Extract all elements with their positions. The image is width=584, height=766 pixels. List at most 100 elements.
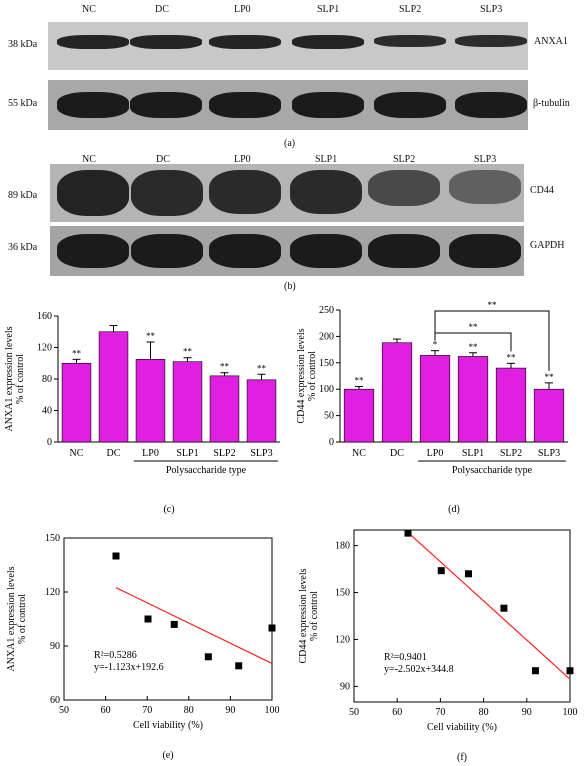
y-axis-label: % of control — [309, 591, 320, 641]
x-tick-label: 100 — [265, 705, 280, 716]
blot-b-protein-gapdh: GAPDH — [530, 240, 565, 251]
blot-b-lane-label: DC — [156, 154, 170, 165]
x-tick-label: DC — [107, 448, 121, 459]
x-tick-label: 90 — [225, 705, 235, 716]
bar — [246, 379, 277, 443]
blot-a-lane-label: NC — [82, 4, 96, 15]
x-tick-label: SLP1 — [462, 448, 484, 459]
x-axis-label: Cell viability (%) — [133, 720, 203, 731]
y-axis-label: % of control — [17, 594, 28, 644]
significance-mark: * — [433, 340, 438, 350]
blot-a-band — [455, 92, 527, 118]
blot-b-strip-cd44 — [50, 164, 524, 222]
y-tick-label: 100 — [319, 384, 334, 395]
bar — [419, 355, 451, 443]
x-tick-label: 60 — [392, 707, 402, 718]
blot-b-band — [449, 170, 521, 204]
y-axis-label: % of control — [307, 351, 318, 401]
blot-b-marker-cd44: 89 kDa — [8, 190, 38, 201]
y-tick-label: 160 — [37, 311, 52, 322]
blot-b-band — [209, 170, 281, 214]
x-tick-label: SLP2 — [213, 448, 235, 459]
data-point — [170, 620, 178, 628]
y-axis-label: CD44 expression levels — [298, 568, 309, 663]
y-tick-label: 150 — [335, 588, 350, 599]
blot-a-band — [292, 92, 364, 118]
significance-mark: ** — [469, 342, 479, 352]
data-point — [204, 653, 212, 661]
y-axis-label: ANXA1 expression levels — [6, 566, 17, 671]
fit-line — [407, 532, 571, 680]
x-tick-label: NC — [352, 448, 366, 459]
blot-a-band — [57, 92, 129, 118]
caption-a: (a) — [284, 138, 296, 149]
data-point — [566, 667, 574, 675]
bar — [61, 362, 92, 443]
blot-b-lane-label: SLP2 — [393, 154, 416, 165]
y-tick-label: 40 — [42, 406, 52, 417]
y-tick-label: 180 — [335, 541, 350, 552]
blot-a-band — [455, 35, 527, 47]
y-tick-label: 90 — [340, 681, 350, 692]
x-tick-label: LP0 — [427, 448, 444, 459]
data-point — [437, 567, 445, 575]
data-point — [268, 624, 276, 632]
fit-annotation: y=-2.502x+344.8 — [384, 664, 454, 675]
bar — [381, 342, 413, 443]
blot-a-protein-anxa1: ANXA1 — [534, 36, 568, 47]
x-tick-label: 50 — [59, 705, 69, 716]
significance-mark: ** — [545, 372, 555, 382]
panel-caption: (c) — [163, 504, 174, 515]
blot-b-marker-gapdh: 36 kDa — [8, 242, 38, 253]
x-tick-label: 90 — [522, 707, 532, 718]
data-point — [464, 570, 472, 578]
y-axis-label: CD44 expression levels — [296, 328, 307, 423]
group-label: Polysaccharide type — [452, 465, 533, 476]
data-point — [144, 615, 152, 623]
significance-mark: ** — [146, 331, 156, 341]
bar — [209, 375, 240, 443]
x-tick-label: 80 — [479, 707, 489, 718]
data-point — [112, 552, 120, 560]
data-point — [531, 667, 539, 675]
bar — [457, 356, 489, 443]
y-tick-label: 80 — [42, 374, 52, 385]
blot-b-band — [290, 234, 362, 268]
x-tick-label: DC — [390, 448, 404, 459]
y-tick-label: 0 — [47, 437, 52, 448]
bracket-label: ** — [469, 322, 479, 332]
panel-caption: (e) — [162, 750, 173, 761]
chart-d: 0 50 100 150 200 250 CD44 expression levels% o… — [296, 300, 568, 515]
blot-a-lane-label: SLP2 — [399, 4, 422, 15]
y-axis-label: ANXA1 expression levels — [4, 326, 15, 431]
blot-a-lane-label: DC — [155, 4, 169, 15]
blot-a-band — [57, 35, 129, 49]
blot-b: NC DC LP0 SLP1 SLP2 SLP3 89 kDa 36 kDa CD44 G… — [0, 150, 584, 295]
blot-b-band — [368, 170, 440, 206]
x-tick-label: 70 — [142, 705, 152, 716]
blot-a-band — [130, 35, 202, 49]
blot-a-band — [130, 92, 202, 118]
bar — [172, 361, 203, 443]
significance-mark: ** — [507, 352, 517, 362]
fit-annotation: R²=0.5286 — [94, 650, 137, 661]
y-axis-label: % of control — [15, 354, 26, 404]
significance-mark: ** — [72, 348, 82, 358]
x-tick-label: 100 — [563, 707, 578, 718]
panel-caption: (d) — [448, 504, 460, 515]
blot-b-band — [57, 170, 129, 216]
y-tick-label: 90 — [50, 641, 60, 652]
x-tick-label: 50 — [349, 707, 359, 718]
y-tick-label: 120 — [45, 587, 60, 598]
blot-a-protein-tubulin: β-tubulin — [533, 98, 570, 109]
blot-b-band — [449, 234, 521, 268]
chart-e: 50 60 70 80 90 1006090120150R²=0.5286y=-1.123… — [6, 533, 280, 761]
y-tick-label: 150 — [45, 533, 60, 544]
y-tick-label: 150 — [319, 358, 334, 369]
bar — [533, 388, 565, 443]
significance-mark: ** — [355, 376, 365, 386]
blot-a-lane-label: SLP1 — [317, 4, 340, 15]
x-tick-label: SLP3 — [538, 448, 560, 459]
bar — [495, 367, 527, 443]
x-tick-label: LP0 — [142, 448, 159, 459]
